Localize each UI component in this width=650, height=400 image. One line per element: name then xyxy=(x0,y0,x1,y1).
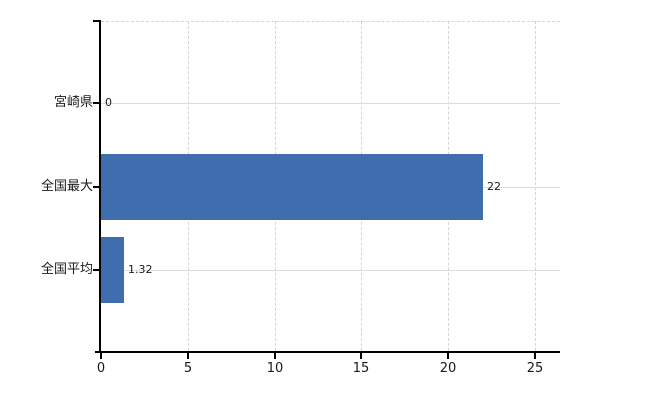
x-tick-label: 0 xyxy=(96,361,106,376)
x-axis-tick xyxy=(360,353,362,359)
value-label: 22 xyxy=(487,180,501,193)
y-axis-top-tick xyxy=(93,20,101,22)
bar xyxy=(101,237,124,303)
x-tick-label: 20 xyxy=(439,361,457,376)
x-tick-label: 10 xyxy=(266,361,284,376)
category-label: 宮崎県 xyxy=(53,95,93,110)
x-tick-label: 25 xyxy=(526,361,544,376)
x-axis-tick xyxy=(187,353,189,359)
y-axis-tick xyxy=(93,186,101,188)
y-axis-tick xyxy=(93,102,101,104)
value-label: 0 xyxy=(105,96,112,109)
x-axis-tick xyxy=(534,353,536,359)
category-label: 全国平均 xyxy=(40,262,93,277)
row-gridline xyxy=(101,270,560,271)
v-gridline xyxy=(535,21,536,351)
x-tick-label: 15 xyxy=(352,361,370,376)
row-gridline xyxy=(101,103,560,104)
x-axis-tick xyxy=(274,353,276,359)
bar xyxy=(101,154,483,220)
x-axis-tick xyxy=(100,353,102,359)
x-axis-tick xyxy=(447,353,449,359)
value-label: 1.32 xyxy=(128,263,153,276)
category-label: 全国最大 xyxy=(40,179,93,194)
top-gridline xyxy=(101,21,560,22)
plot-area: 0 5 10 15 20 25 宮崎県 0 全国最大 22 全国平均 1.32 xyxy=(41,20,560,376)
x-axis-line xyxy=(95,351,560,353)
y-axis-tick xyxy=(93,269,101,271)
x-tick-label: 5 xyxy=(183,361,193,376)
